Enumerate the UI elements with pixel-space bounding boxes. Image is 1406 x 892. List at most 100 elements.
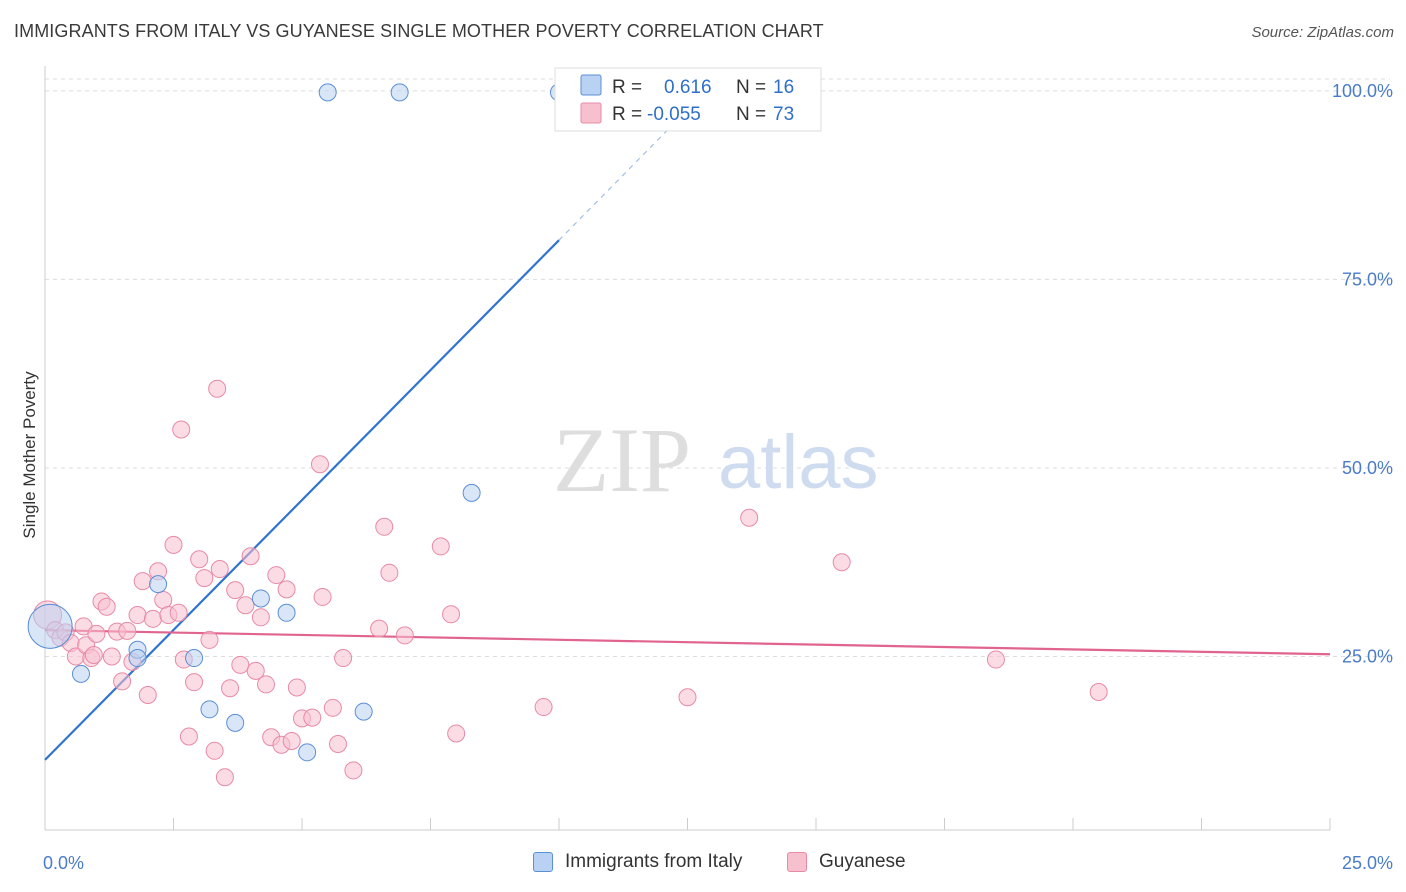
italy-points (27, 83, 568, 762)
guyanese-point (678, 688, 697, 707)
guyanese-point (210, 560, 229, 579)
y-tick-label: 100.0% (1332, 81, 1393, 101)
guyanese-point (154, 590, 173, 609)
guyanese-point (303, 708, 322, 727)
guyanese-point (138, 685, 157, 704)
guyanese-point (133, 572, 152, 591)
guyanese-point (236, 596, 255, 615)
italy-point (390, 83, 409, 102)
guyanese-point (128, 606, 147, 625)
italy-trend-line (44, 239, 560, 761)
legend-guyanese-n-value: 73 (773, 104, 794, 125)
guyanese-point (190, 550, 209, 569)
legend-bottom-guyanese: Guyanese (787, 851, 906, 873)
guyanese-point (200, 630, 219, 649)
guyanese-point (164, 535, 183, 554)
source-label: Source: ZipAtlas.com (1251, 24, 1394, 41)
italy-point (251, 589, 270, 608)
guyanese-point (118, 621, 137, 640)
guyanese-point (179, 727, 198, 746)
italy-point (354, 702, 373, 721)
guyanese-point (205, 741, 224, 760)
guyanese-point (344, 761, 363, 780)
guyanese-point (87, 624, 106, 643)
guyanese-point (208, 379, 227, 398)
legend-italy-n-label: N = (736, 77, 766, 98)
guyanese-point (241, 547, 260, 566)
guyanese-point (169, 603, 188, 622)
guyanese-point (310, 455, 329, 474)
watermark-atlas: atlas (718, 420, 879, 505)
tick-labels: 25.0% 50.0% 75.0% 100.0% 0.0% 25.0% (43, 81, 1393, 873)
italy-point (27, 603, 73, 649)
guyanese-point (323, 698, 342, 717)
guyanese-point (534, 698, 553, 717)
guyanese-point (380, 563, 399, 582)
italy-point (462, 483, 481, 502)
legend-italy-r-value: 0.616 (664, 77, 712, 98)
y-axis-label: Single Mother Poverty (20, 371, 39, 539)
guyanese-point (185, 673, 204, 692)
guyanese-point (442, 605, 461, 624)
guyanese-point (313, 587, 332, 606)
italy-point (318, 83, 337, 102)
guyanese-point (832, 553, 851, 572)
y-tick-label: 50.0% (1342, 458, 1393, 478)
italy-point (200, 700, 219, 719)
guyanese-point (740, 508, 759, 527)
guyanese-point (195, 569, 214, 588)
legend-top: R = 0.616 N = 16 R = -0.055 N = 73 (554, 67, 822, 132)
legend-bottom-italy: Immigrants from Italy (533, 851, 742, 873)
guyanese-point (447, 724, 466, 743)
guyanese-point (257, 675, 276, 694)
watermark: ZIP atlas (553, 409, 879, 511)
legend-bottom-italy-label: Immigrants from Italy (565, 851, 743, 872)
guyanese-point (375, 517, 394, 536)
legend-guyanese-swatch (580, 102, 602, 124)
guyanese-point (143, 609, 162, 628)
guyanese-point (267, 566, 286, 585)
x-tick-label-max: 25.0% (1342, 853, 1393, 873)
guyanese-point (282, 732, 301, 751)
guyanese-point (246, 661, 265, 680)
guyanese-point (102, 647, 121, 666)
guyanese-point (84, 646, 103, 665)
guyanese-point (431, 537, 450, 556)
legend-bottom-guyanese-swatch (787, 852, 807, 872)
y-tick-label: 75.0% (1342, 269, 1393, 289)
guyanese-point (221, 679, 240, 698)
legend-italy-swatch (580, 74, 602, 96)
guyanese-point (172, 420, 191, 439)
axes (44, 66, 1331, 831)
legend-bottom-guyanese-label: Guyanese (819, 851, 906, 872)
legend-guyanese-r-label: R = (612, 104, 642, 125)
legend-bottom: Immigrants from Italy Guyanese (0, 851, 1406, 881)
chart-title: IMMIGRANTS FROM ITALY VS GUYANESE SINGLE… (14, 21, 824, 41)
legend-italy-r-label: R = (612, 77, 642, 98)
guyanese-point (97, 597, 116, 616)
guyanese-point (986, 650, 1005, 669)
italy-point (71, 664, 90, 683)
guyanese-point (287, 678, 306, 697)
guyanese-point (251, 608, 270, 627)
italy-point (149, 575, 168, 594)
legend-guyanese-r-value: -0.055 (647, 104, 701, 125)
legend-bottom-italy-swatch (533, 852, 553, 872)
x-tick-label-min: 0.0% (43, 853, 84, 873)
italy-point (298, 743, 317, 762)
guyanese-point (334, 649, 353, 668)
guyanese-point (395, 626, 414, 645)
italy-point (277, 603, 296, 622)
guyanese-point (226, 581, 245, 600)
guyanese-point (231, 655, 250, 674)
guyanese-trend-line (44, 629, 1331, 656)
legend-italy-n-value: 16 (773, 77, 794, 98)
guyanese-point (370, 619, 389, 638)
guyanese-point (328, 735, 347, 754)
watermark-zip: ZIP (553, 409, 691, 511)
guyanese-point (215, 768, 234, 787)
guyanese-point (1089, 682, 1108, 701)
y-tick-label: 25.0% (1342, 647, 1393, 667)
guyanese-point (277, 580, 296, 599)
